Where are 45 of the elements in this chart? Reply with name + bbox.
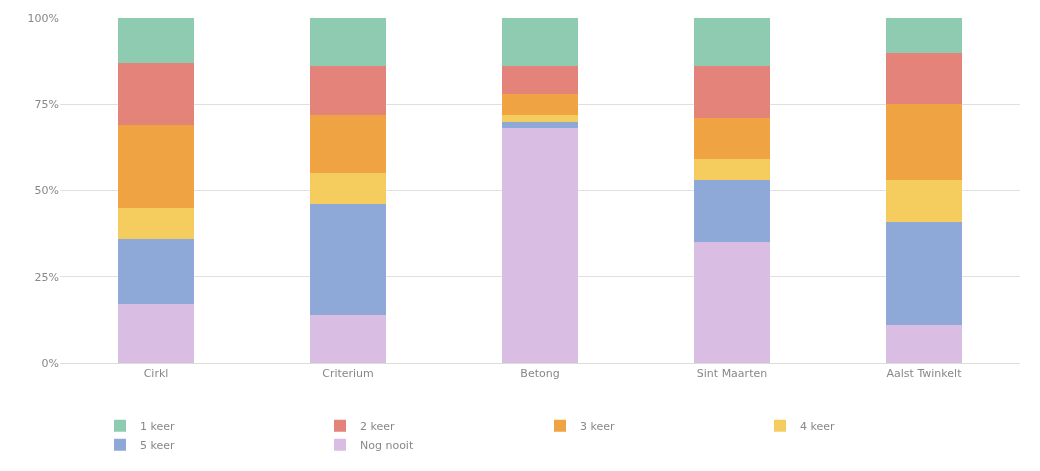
bar (885, 104, 963, 181)
bar (693, 66, 771, 119)
legend-label: 2 keer (360, 420, 396, 434)
bar (309, 314, 387, 363)
bar (693, 159, 771, 181)
x-tick-label: Criterium (322, 367, 374, 381)
bar (693, 180, 771, 243)
y-tick-label: 50% (34, 184, 59, 198)
bar (501, 18, 579, 67)
x-tick-label: Cirkl (143, 367, 169, 381)
bar (885, 325, 963, 363)
legend-label: 1 keer (140, 420, 176, 434)
bar (309, 204, 387, 315)
x-tick-label: Betong (520, 367, 560, 381)
bar (693, 242, 771, 363)
legend-label: Nog nooit (360, 439, 414, 453)
bar (117, 18, 195, 63)
legend-label: 3 keer (580, 420, 616, 434)
bar (885, 18, 963, 53)
bar (501, 66, 579, 94)
x-tick-label: Aalst Twinkelt (886, 367, 963, 381)
bar (501, 93, 579, 115)
legend-label: 4 keer (800, 420, 836, 434)
bar (501, 128, 579, 363)
bar (117, 62, 195, 125)
y-tick-label: 100% (27, 11, 59, 25)
y-tick-label: 25% (34, 270, 59, 284)
bar (693, 118, 771, 160)
bar (309, 173, 387, 205)
bar (885, 221, 963, 326)
bar (309, 114, 387, 174)
bar (309, 66, 387, 115)
x-tick-label: Sint Maarten (696, 367, 768, 381)
bar (885, 52, 963, 105)
legend-label: 5 keer (140, 439, 176, 453)
bar (693, 18, 771, 67)
y-tick-label: 0% (41, 356, 59, 370)
bar (117, 207, 195, 239)
bar (309, 18, 387, 67)
bar (117, 124, 195, 208)
bar (885, 180, 963, 222)
bar (117, 304, 195, 363)
bar (501, 114, 579, 122)
y-tick-label: 75% (34, 98, 59, 112)
bar (117, 238, 195, 305)
